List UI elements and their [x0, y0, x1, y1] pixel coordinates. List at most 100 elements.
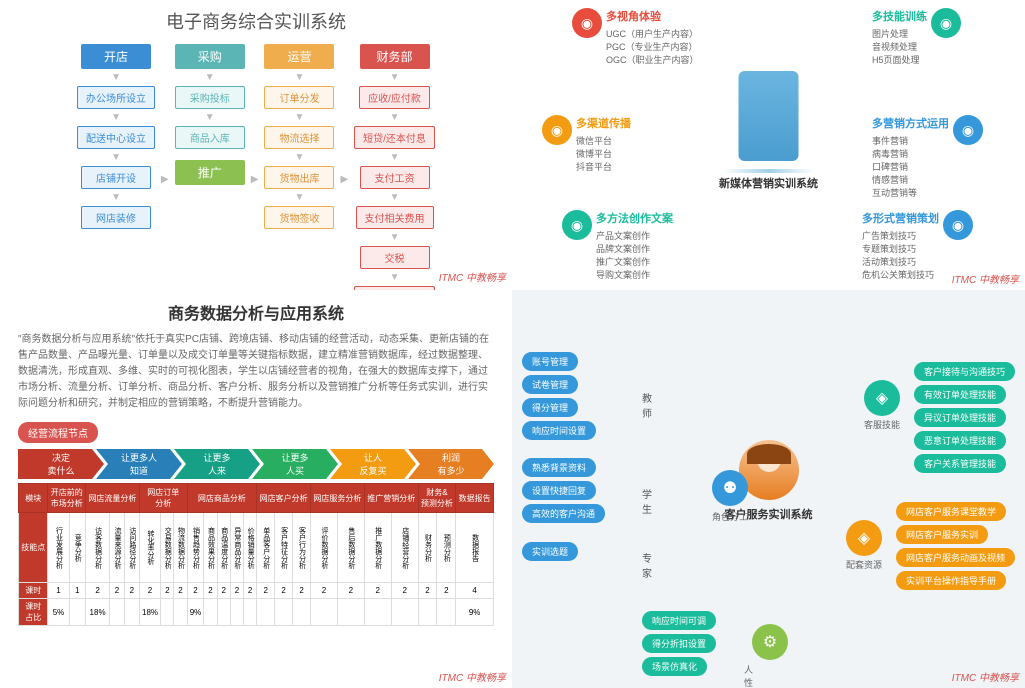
data-cell: 1 [69, 583, 86, 599]
feature-bl: ◉多方法创作文案产品文案创作品牌文案创作推广文案创作导购文案创作 [562, 210, 673, 281]
gear-icon: ⚙ [752, 624, 788, 660]
pill: 得分管理 [522, 398, 578, 417]
data-cell: 2 [275, 583, 293, 599]
arrow-right-icon: ▶ [251, 168, 259, 185]
data-cell: 2 [86, 583, 110, 599]
panel1-title: 电子商务综合实训系统 [8, 8, 504, 34]
left-group-教师: 账号管理试卷管理得分管理响应时间设置教师 [522, 350, 596, 442]
feature-item: 微博平台 [576, 147, 631, 160]
arrow-down-icon: ▼ [390, 72, 400, 83]
flow-box: 货物出库 [264, 166, 334, 189]
flow-box: 采购投标 [175, 86, 245, 109]
group-label: 专家 [642, 550, 652, 580]
data-cell [217, 599, 230, 626]
feature-text: 多形式营销策划广告策划技巧专题策划技巧活动策划技巧危机公关策划技巧 [862, 210, 939, 281]
data-cell [230, 599, 243, 626]
flow-box: 网店装修 [81, 206, 151, 229]
feature-item: 活动策划技巧 [862, 255, 939, 268]
feature-icon: ◉ [931, 8, 961, 38]
data-cell: 18% [139, 599, 160, 626]
group-icon: ◈ [846, 520, 882, 556]
watermark: ITMC 中教畅享 [952, 669, 1019, 684]
flow-box: 短贷/还本付息 [354, 126, 435, 149]
arrow-down-icon: ▼ [111, 192, 121, 203]
ecommerce-system-diagram: 电子商务综合实训系统 开店▼办公场所设立▼配送中心设立▼店铺开设▼网店装修▶采购… [0, 0, 512, 290]
process-step: 让人反复买 [330, 449, 416, 479]
column-运营: 运营▼订单分发▼物流选择▼货物出库▼货物签收 [264, 44, 334, 290]
feature-text: 多渠道传播微信平台微博平台抖音平台 [576, 115, 631, 173]
data-cell: 4 [456, 583, 494, 599]
flow-box: 支付相关费用 [356, 206, 434, 229]
table-header: 网店客户分析 [257, 484, 311, 513]
data-cell: 5% [48, 599, 69, 626]
feature-icon: ◉ [542, 115, 572, 145]
feature-item: UGC（用户生产内容） [606, 27, 699, 40]
data-cell: 1 [48, 583, 69, 599]
data-cell [174, 599, 187, 626]
column-header: 开店 [81, 44, 151, 69]
arrow-down-icon: ▼ [390, 192, 400, 203]
pill: 异议订单处理技能 [914, 408, 1006, 427]
feature-title: 多营销方式运用 [872, 115, 949, 131]
feature-title: 多渠道传播 [576, 115, 631, 131]
table-header: 推广营销分析 [364, 484, 418, 513]
phone-icon [739, 71, 799, 161]
group-label: 教师 [642, 390, 652, 420]
data-cell: 2 [161, 583, 174, 599]
feature-item: 推广文案创作 [596, 255, 673, 268]
data-cell: 9% [187, 599, 204, 626]
watermark: ITMC 中教畅享 [439, 269, 506, 284]
watermark: ITMC 中教畅享 [952, 271, 1019, 286]
data-cell [69, 599, 86, 626]
pill: 有效订单处理技能 [914, 385, 1006, 404]
data-cell: 2 [217, 583, 230, 599]
data-cell: 2 [293, 583, 311, 599]
data-cell [418, 599, 437, 626]
process-step: 让更多人买 [252, 449, 338, 479]
skill-cell: 访问路径分析 [124, 513, 139, 583]
data-cell: 2 [187, 583, 204, 599]
skill-cell: 转化率分析 [139, 513, 160, 583]
skill-cell: 价格销量分析 [244, 513, 257, 583]
group-label: 学生 [642, 486, 652, 516]
skill-cell: 销售趋势分析 [187, 513, 204, 583]
row-header: 课时 [19, 583, 48, 599]
data-cell: 2 [337, 583, 364, 599]
row-header: 课时占比 [19, 599, 48, 626]
skill-cell: 流量来源分析 [110, 513, 125, 583]
role-label: 角色分工 [712, 510, 748, 523]
data-cell [244, 599, 257, 626]
table-header: 网店商品分析 [187, 484, 257, 513]
arrow-down-icon: ▼ [111, 112, 121, 123]
right-group-配套资源: ◈配套资源网店客户服务课堂教学网店客户服务实训网店客户服务动画及视频实训平台操作… [896, 500, 1015, 592]
data-cell [293, 599, 311, 626]
feature-item: 广告策划技巧 [862, 229, 939, 242]
right-group-客服技能: ◈客服技能客户接待与沟通技巧有效订单处理技能异议订单处理技能恶意订单处理技能客户… [914, 360, 1015, 475]
feature-item: 情感营销 [872, 173, 949, 186]
data-cell [257, 599, 275, 626]
feature-text: 多营销方式运用事件营销病毒营销口碑营销情感营销互动营销等 [872, 115, 949, 199]
data-cell: 2 [174, 583, 187, 599]
data-cell [161, 599, 174, 626]
feature-item: 口碑营销 [872, 160, 949, 173]
data-cell [337, 599, 364, 626]
flow-box: 订单分发 [264, 86, 334, 109]
new-media-system-diagram: 新媒体营销实训系统 ◉多视角体验UGC（用户生产内容）PGC（专业生产内容）OG… [512, 0, 1025, 290]
feature-mr: ◉多营销方式运用事件营销病毒营销口碑营销情感营销互动营销等 [872, 115, 983, 199]
skill-cell: 客户特征分析 [275, 513, 293, 583]
flow-box: 配送中心设立 [77, 126, 155, 149]
pill: 网店客户服务课堂教学 [896, 502, 1006, 521]
data-cell [437, 599, 456, 626]
flow-box: 货物签收 [264, 206, 334, 229]
pill: 网店客户服务动画及视频 [896, 548, 1015, 567]
bottom-group: 响应时间可调得分折扣设置场景仿真化⚙人性化设置 [642, 609, 716, 678]
arrow-down-icon: ▼ [295, 112, 305, 123]
data-cell: 2 [257, 583, 275, 599]
feature-text: 多视角体验UGC（用户生产内容）PGC（专业生产内容）OGC（职业生产内容） [606, 8, 699, 66]
skill-cell: 售后数据分析 [337, 513, 364, 583]
pill: 得分折扣设置 [642, 634, 716, 653]
arrow-down-icon: ▼ [205, 112, 215, 123]
data-cell [110, 599, 125, 626]
panel1-columns: 开店▼办公场所设立▼配送中心设立▼店铺开设▼网店装修▶采购▼采购投标▼商品入库推… [8, 44, 504, 290]
table-header: 模块 [19, 484, 48, 513]
